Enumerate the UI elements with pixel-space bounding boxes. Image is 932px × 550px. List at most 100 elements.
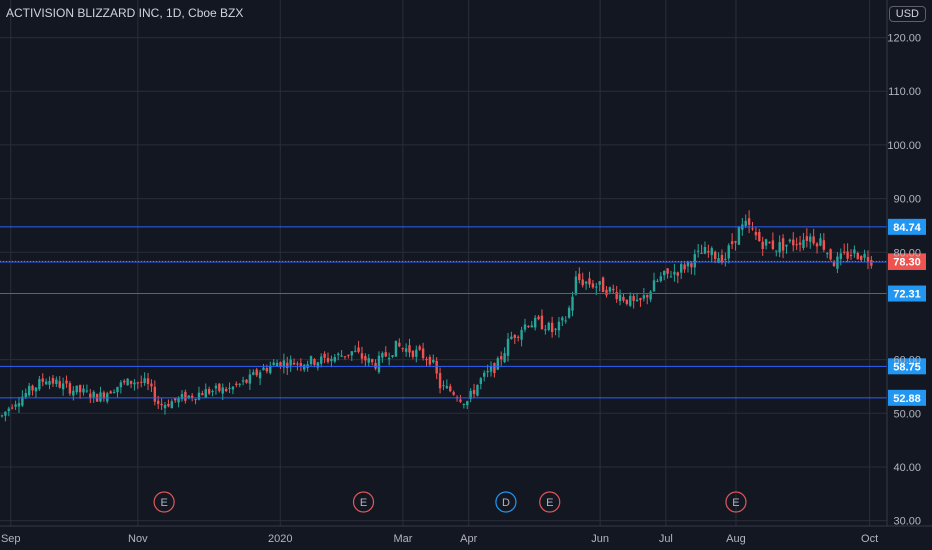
candles: [0, 210, 873, 422]
candle-body: [370, 359, 374, 363]
candle-body: [320, 356, 323, 364]
candle-body: [24, 393, 27, 398]
level-tag: [888, 285, 926, 302]
candle-body: [720, 254, 724, 263]
candle-body: [398, 342, 401, 347]
candle-body: [618, 294, 622, 302]
candle-body: [401, 348, 404, 350]
candle-body: [438, 373, 442, 389]
candle-body: [123, 380, 126, 383]
candle-body: [764, 239, 768, 246]
candle-body: [625, 299, 629, 304]
candle-body: [58, 381, 61, 388]
currency-badge[interactable]: USD: [888, 6, 926, 22]
level-tag-label: 52.88: [893, 393, 921, 405]
candle-body: [608, 287, 612, 292]
candle-body: [299, 363, 303, 367]
candle-body: [527, 326, 530, 328]
candle-body: [445, 386, 449, 389]
candle-body: [798, 242, 802, 245]
candle-body: [421, 348, 425, 359]
candle-body: [292, 362, 296, 365]
candle-body: [163, 404, 167, 409]
dividend-marker[interactable]: [495, 491, 517, 513]
earnings-marker[interactable]: [725, 491, 747, 513]
candle-body: [856, 252, 859, 260]
earnings-marker[interactable]: [539, 491, 561, 513]
candle-body: [384, 352, 387, 357]
level-tag-label: 72.31: [893, 289, 921, 301]
price-axis[interactable]: 120.00 110.00 100.00 90.00 80.00 60.00 50.00 40…: [887, 33, 921, 528]
candle-body: [703, 246, 707, 254]
candle-body: [190, 395, 194, 398]
candle-body: [802, 239, 805, 248]
candle-body: [238, 383, 241, 385]
x-tick-label: Nov: [128, 533, 148, 545]
candle-body: [235, 383, 238, 385]
candle-body: [140, 381, 143, 383]
candle-body: [415, 349, 418, 357]
candle-body: [10, 407, 14, 409]
candle-body: [116, 386, 119, 393]
x-tick-label: Sep: [1, 533, 21, 545]
last-price-label: 78.30: [893, 256, 921, 268]
candle-body: [0, 415, 4, 417]
candle-body: [452, 392, 455, 395]
candle-body: [781, 238, 785, 251]
candle-body: [744, 220, 747, 226]
candle-body: [303, 364, 306, 370]
candle-body: [500, 356, 503, 360]
candle-body: [775, 250, 778, 252]
candle-body: [584, 281, 588, 284]
earnings-marker[interactable]: [153, 491, 175, 513]
candle-body: [272, 362, 275, 366]
candle-body: [323, 353, 326, 358]
candle-body: [150, 383, 153, 387]
candle-body: [75, 385, 78, 393]
y-tick-label: 110.00: [888, 86, 921, 98]
candle-body: [578, 273, 581, 281]
event-marker-label: E: [732, 497, 739, 509]
candle-body: [479, 378, 483, 384]
candle-body: [822, 240, 826, 250]
earnings-marker[interactable]: [352, 491, 375, 513]
candle-body: [815, 243, 819, 247]
candle-body: [629, 295, 632, 306]
candle-body: [727, 245, 730, 259]
chart-title: ACTIVISION BLIZZARD INC, 1D, Cboe BZX: [6, 6, 244, 20]
candle-body: [737, 226, 741, 245]
candle-body: [642, 295, 646, 299]
candle-body: [72, 390, 75, 396]
candle-body: [167, 403, 170, 407]
candle-body: [533, 317, 537, 328]
candle-body: [523, 324, 527, 330]
time-axis[interactable]: Sep Nov 2020 Mar Apr Jun Jul Aug Oct: [1, 533, 878, 545]
candle-body: [14, 404, 17, 407]
candle-body: [635, 299, 639, 302]
candle-body: [707, 251, 710, 253]
candle-body: [554, 328, 557, 330]
candle-body: [214, 385, 218, 389]
candle-body: [160, 403, 163, 406]
candle-body: [89, 393, 92, 399]
candle-body: [462, 403, 466, 405]
candle-body: [676, 272, 679, 276]
candle-body: [805, 236, 809, 241]
candle-body: [666, 268, 669, 274]
candle-body: [119, 382, 123, 388]
candle-body: [758, 232, 761, 242]
candle-body: [269, 365, 272, 374]
candle-body: [418, 346, 421, 350]
y-tick-label: 30.00: [893, 516, 921, 528]
candle-body: [136, 382, 140, 384]
candle-body: [41, 378, 44, 382]
candle-body: [859, 256, 863, 260]
x-tick-label: Jul: [659, 533, 673, 545]
candle-body: [170, 401, 173, 409]
candle-body: [112, 392, 116, 394]
candle-body: [571, 296, 574, 311]
candle-body: [663, 271, 666, 276]
candle-body: [530, 325, 533, 328]
